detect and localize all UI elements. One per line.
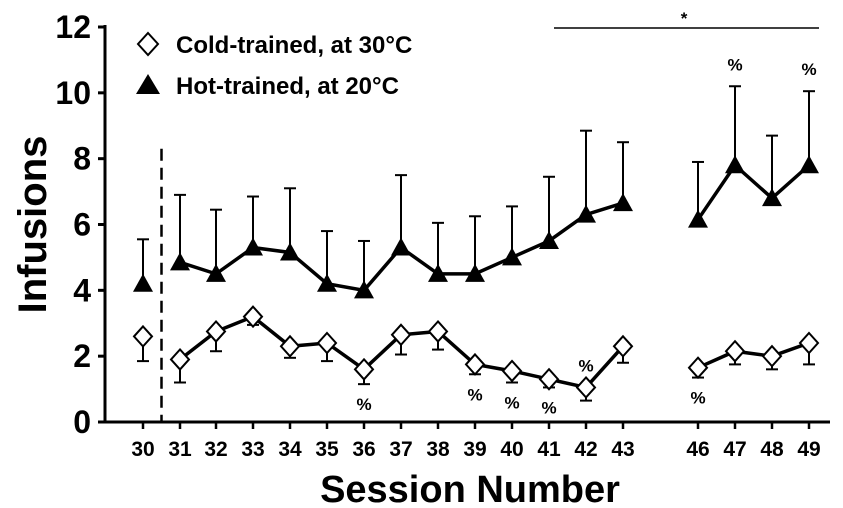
series-lines: [178, 162, 811, 390]
x-tick-label: 48: [760, 438, 784, 461]
cold-point: [724, 339, 746, 363]
cold-point: [501, 359, 523, 383]
cold-point: [538, 367, 560, 391]
percent-annotation: %: [541, 398, 556, 417]
y-tick-label: 6: [73, 207, 91, 243]
legend-label: Cold-trained, at 30°C: [176, 32, 412, 59]
significance-bar: *: [554, 9, 819, 29]
x-tick-label: 38: [426, 438, 450, 461]
hot-point: [688, 209, 708, 228]
x-tick-label: 33: [241, 438, 264, 461]
hot-point: [354, 280, 374, 299]
hot-point: [428, 263, 448, 282]
hot-series-line: [696, 162, 811, 221]
x-tick-label: 35: [315, 438, 339, 461]
x-tick-label: 36: [352, 438, 375, 461]
hot-point: [133, 273, 153, 292]
percent-annotation: %: [578, 356, 593, 375]
hot-point: [391, 237, 411, 256]
hot-point: [725, 155, 745, 174]
series-markers: [132, 155, 820, 399]
percent-annotation: %: [690, 389, 705, 408]
x-axis-title: Session Number: [320, 469, 620, 508]
cold-point: [169, 347, 191, 371]
x-tick-label: 49: [797, 438, 820, 461]
percent-annotation: %: [467, 385, 482, 404]
cold-point: [798, 331, 820, 355]
hot-point: [799, 155, 819, 174]
cold-point: [316, 331, 338, 355]
hot-point: [317, 273, 337, 292]
y-tick-label: 12: [55, 9, 91, 45]
y-tick-label: 4: [73, 272, 91, 308]
cold-point: [132, 324, 154, 348]
cold-point: [612, 334, 634, 358]
x-tick-label: 47: [723, 438, 746, 461]
legend-diamond-icon: [136, 31, 160, 57]
cold-point: [353, 357, 375, 381]
hot-point: [576, 204, 596, 223]
x-tick-label: 41: [537, 438, 561, 461]
hot-point: [613, 193, 633, 212]
percent-annotation: %: [356, 395, 371, 414]
x-tick-label: 31: [168, 438, 192, 461]
hot-point: [502, 247, 522, 266]
hot-point: [539, 230, 559, 249]
cold-point: [687, 356, 709, 380]
cold-point: [205, 319, 227, 343]
cold-point: [427, 319, 449, 343]
x-tick-label: 37: [389, 438, 412, 461]
cold-point: [279, 334, 301, 358]
x-tick-label: 46: [686, 438, 709, 461]
percent-annotation: %: [727, 55, 742, 74]
y-tick-label: 2: [73, 338, 91, 374]
hot-point: [465, 263, 485, 282]
legend-label: Hot-trained, at 20°C: [176, 73, 399, 100]
percent-annotation: %: [504, 394, 519, 413]
cold-series-line: [697, 341, 810, 370]
y-tick-label: 0: [73, 404, 91, 440]
error-bars: [137, 85, 815, 402]
hot-point: [243, 237, 263, 256]
cold-point: [464, 352, 486, 376]
x-tick-label: 40: [500, 438, 523, 461]
hot-point: [280, 242, 300, 261]
x-tick-label: 39: [463, 438, 486, 461]
cold-point: [761, 344, 783, 368]
cold-point: [575, 375, 597, 399]
x-tick-label: 34: [278, 438, 302, 461]
annotations: %%%%%%%%: [356, 55, 816, 417]
percent-annotation: %: [801, 60, 816, 79]
y-axis-title: Infusions: [11, 136, 55, 314]
cold-point: [390, 323, 412, 347]
y-tick-label: 8: [73, 141, 91, 177]
legend: Cold-trained, at 30°C Hot-trained, at 20°…: [136, 31, 412, 100]
significance-star: *: [681, 9, 688, 28]
legend-triangle-icon: [136, 74, 160, 94]
hot-point: [206, 263, 226, 282]
cold-point: [242, 305, 264, 329]
y-tick-label: 10: [55, 75, 91, 111]
hot-point: [762, 188, 782, 207]
x-tick-label: 32: [204, 438, 227, 461]
x-tick-label: 43: [611, 438, 634, 461]
x-tick-label: 30: [131, 438, 154, 461]
hot-point: [170, 252, 190, 271]
x-tick-label: 42: [574, 438, 597, 461]
